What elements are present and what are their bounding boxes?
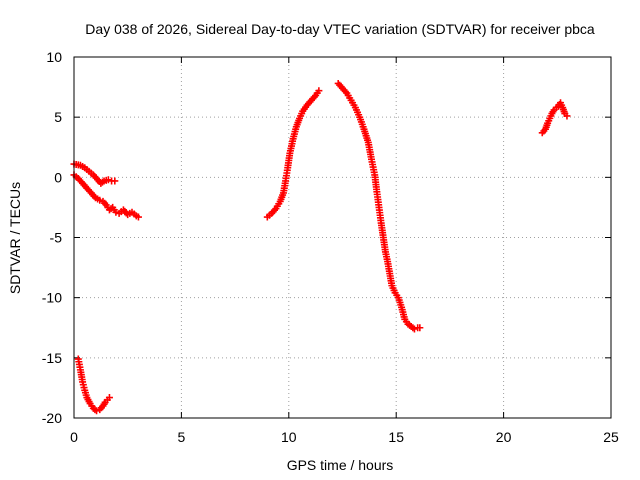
data-point — [111, 177, 119, 185]
plot-frame — [73, 56, 612, 419]
data-point — [96, 196, 104, 204]
series-arc-1 — [70, 160, 119, 187]
grid — [74, 57, 611, 418]
x-tick-label: 15 — [388, 429, 404, 445]
data-point — [315, 87, 323, 95]
x-tick-label: 10 — [281, 429, 297, 445]
y-tick-label: 10 — [46, 49, 62, 65]
data-point — [105, 394, 113, 402]
y-tick-label: 5 — [54, 109, 62, 125]
y-tick-label: -5 — [50, 230, 63, 246]
series-arc-6 — [538, 99, 571, 137]
y-tick-label: -10 — [42, 290, 62, 306]
data-point — [134, 213, 142, 221]
axis-ticks: 0 5 10 15 20 25 -20 -15 -10 -5 0 5 10 — [42, 49, 619, 445]
x-tick-label: 20 — [496, 429, 512, 445]
data-point — [104, 176, 112, 184]
data-point — [93, 407, 101, 415]
series-arc-2 — [70, 171, 142, 221]
y-tick-label: 0 — [54, 169, 62, 185]
series-arc-4 — [263, 87, 323, 221]
x-tick-label: 25 — [603, 429, 619, 445]
x-tick-label: 5 — [178, 429, 186, 445]
data-point — [410, 325, 418, 333]
data-point — [416, 324, 424, 332]
chart-title: Day 038 of 2026, Sidereal Day-to-day VTE… — [85, 21, 595, 37]
data-point — [563, 112, 571, 120]
data-points — [70, 79, 571, 415]
series-arc-3 — [74, 355, 113, 415]
y-tick-label: -20 — [42, 410, 62, 426]
series-arc-5 — [334, 79, 424, 333]
y-axis-label: SDTVAR / TECUs — [7, 182, 23, 294]
x-axis-label: GPS time / hours — [287, 457, 394, 473]
y-tick-label: -15 — [42, 350, 62, 366]
x-tick-label: 0 — [70, 429, 78, 445]
